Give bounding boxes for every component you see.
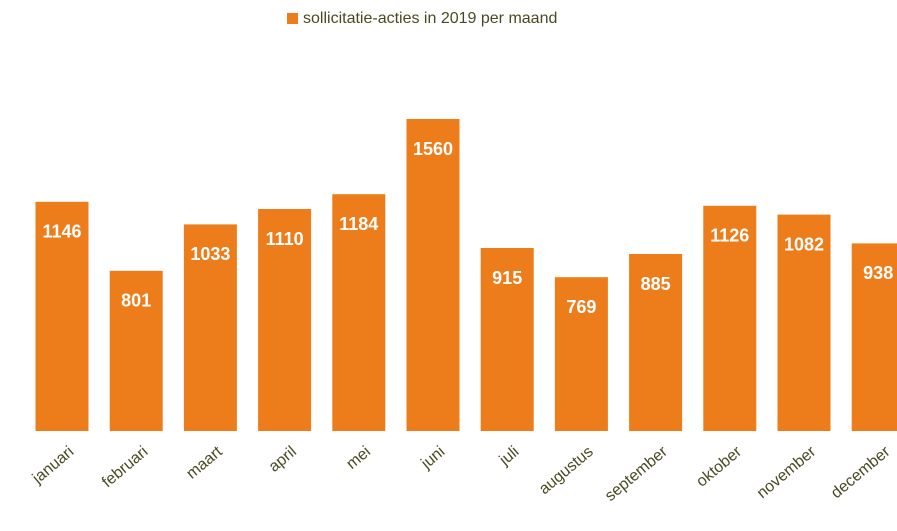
x-tick-label: april bbox=[266, 443, 300, 475]
data-label: 769 bbox=[566, 297, 596, 317]
bar bbox=[109, 270, 163, 431]
legend-label: sollicitatie-acties in 2019 per maand bbox=[303, 10, 557, 27]
bar bbox=[777, 214, 831, 431]
data-label: 885 bbox=[641, 274, 671, 294]
data-label: 1146 bbox=[42, 222, 81, 242]
data-label: 801 bbox=[121, 291, 151, 311]
bar bbox=[480, 248, 534, 431]
bar bbox=[703, 205, 757, 431]
x-tick-label: juli bbox=[496, 443, 523, 469]
data-label: 1184 bbox=[339, 214, 378, 234]
bar bbox=[35, 201, 89, 431]
x-tick-label: juni bbox=[418, 443, 449, 473]
data-label: 1082 bbox=[784, 234, 824, 254]
data-label: 1110 bbox=[266, 229, 304, 249]
x-tick-label: november bbox=[754, 443, 820, 502]
data-label: 1033 bbox=[190, 244, 230, 264]
x-tick-label: september bbox=[602, 443, 671, 505]
data-label: 1560 bbox=[413, 139, 453, 159]
data-label: 938 bbox=[863, 263, 893, 283]
x-tick-label: maart bbox=[183, 443, 226, 483]
x-tick-label: januari bbox=[29, 443, 77, 488]
bar bbox=[406, 119, 460, 431]
bar bbox=[258, 209, 312, 431]
x-tick-label: mei bbox=[343, 443, 374, 473]
bar bbox=[851, 243, 897, 431]
x-tick-label: augustus bbox=[536, 443, 597, 498]
legend-swatch bbox=[287, 13, 298, 24]
x-tick-label: oktober bbox=[693, 443, 745, 491]
bar bbox=[183, 224, 237, 431]
x-tick-label: februari bbox=[99, 443, 151, 491]
bar bbox=[332, 194, 386, 431]
x-tick-label: december bbox=[828, 443, 894, 502]
bar bbox=[554, 277, 608, 431]
data-label: 1126 bbox=[710, 226, 749, 246]
data-label: 915 bbox=[492, 268, 522, 288]
bar bbox=[629, 254, 683, 431]
